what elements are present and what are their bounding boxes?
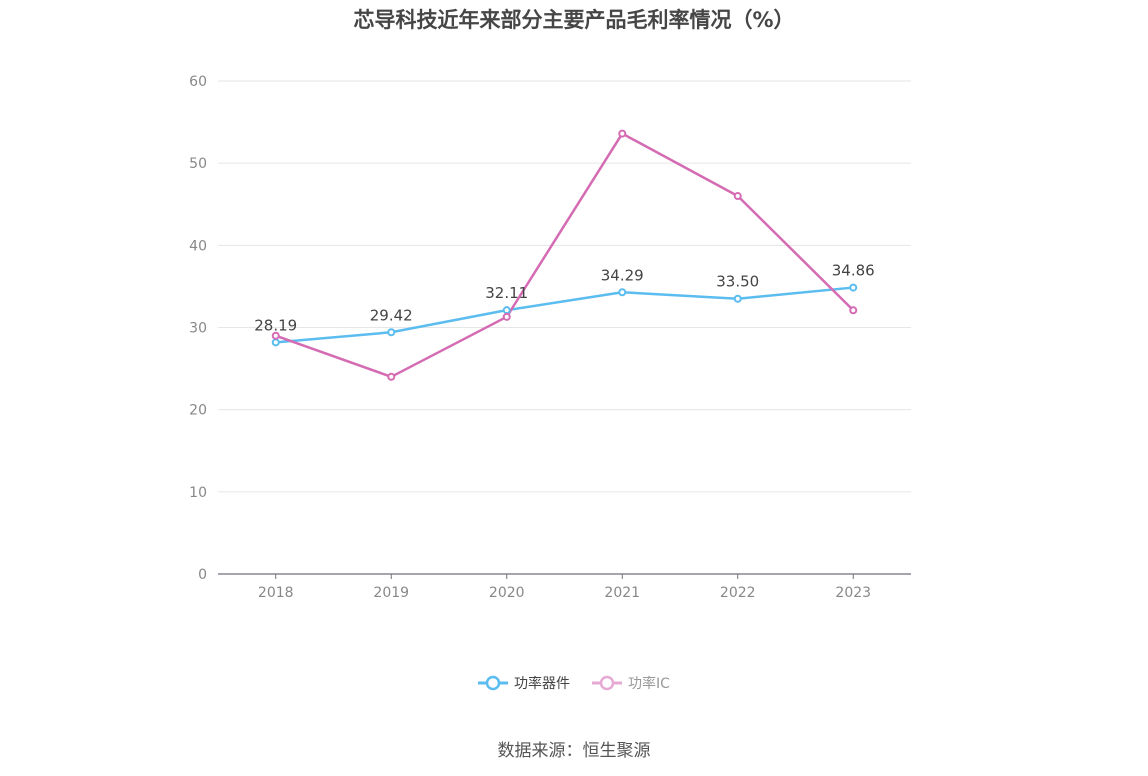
data-point-series-1 [618, 288, 627, 297]
data-point-series-1 [733, 294, 742, 303]
legend-label: 功率IC [628, 676, 670, 692]
data-point-series-2 [271, 331, 280, 340]
y-tick-label: 0 [198, 567, 207, 583]
legend-item-power-ic[interactable]: 功率IC [592, 673, 670, 693]
x-tick-label: 2022 [720, 585, 756, 601]
data-point-series-2 [502, 312, 511, 321]
chart-title: 芯导科技近年来部分主要产品毛利率情况（%） [353, 8, 795, 32]
legend: 功率器件 功率IC [0, 673, 1148, 693]
y-tick-label: 30 [189, 321, 207, 337]
y-tick-label: 60 [189, 74, 207, 90]
data-source: 数据来源：恒生聚源 [497, 741, 651, 761]
series-line-2 [275, 132, 855, 379]
x-tick-label: 2021 [604, 585, 640, 601]
y-tick-label: 40 [189, 238, 207, 254]
legend-line-marker-icon [592, 675, 623, 691]
data-point-series-1 [271, 338, 280, 347]
data-point-series-2 [733, 192, 742, 201]
data-label: 34.86 [832, 262, 875, 280]
data-label: 32.11 [485, 284, 528, 302]
data-point-series-2 [618, 129, 627, 138]
legend-line-marker-icon [478, 675, 509, 691]
data-point-series-1 [387, 328, 396, 337]
x-tick-label: 2020 [489, 585, 525, 601]
x-tick-label: 2018 [258, 585, 294, 601]
x-tick-label: 2019 [373, 585, 409, 601]
legend-item-power-device[interactable]: 功率器件 [478, 673, 570, 693]
y-tick-label: 10 [189, 485, 207, 501]
data-label: 33.50 [716, 273, 759, 291]
data-point-series-2 [387, 372, 396, 381]
data-label: 29.42 [370, 306, 413, 324]
legend-label: 功率器件 [514, 676, 571, 692]
data-point-series-1 [849, 283, 858, 292]
data-label: 34.29 [601, 266, 644, 284]
y-tick-label: 50 [189, 156, 207, 172]
data-point-series-1 [502, 306, 511, 315]
data-label: 28.19 [254, 316, 297, 334]
series-line-1 [275, 286, 854, 344]
data-point-series-2 [849, 306, 858, 315]
y-tick-label: 20 [189, 403, 207, 419]
line-chart: 0 10 20 30 40 50 60 2018 2019 2020 2021 2022 2023 28.… [189, 74, 911, 601]
x-tick-label: 2023 [835, 585, 871, 601]
